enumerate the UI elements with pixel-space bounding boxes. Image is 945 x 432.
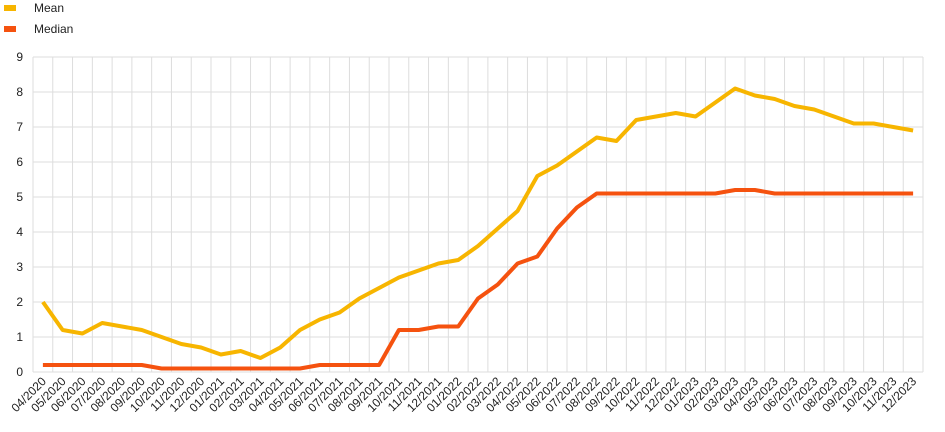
legend-swatch [4,26,16,32]
legend-label: Median [34,22,73,36]
y-tick-label: 3 [16,260,23,274]
series-line [42,188,914,371]
y-tick-label: 1 [16,330,23,344]
series-line [41,86,914,360]
y-tick-label: 4 [16,225,23,239]
legend-label: Mean [34,1,64,15]
y-tick-label: 8 [16,85,23,99]
y-tick-label: 5 [16,190,23,204]
y-tick-label: 9 [16,50,23,64]
y-tick-label: 0 [16,365,23,379]
y-tick-label: 2 [16,295,23,309]
legend-swatch [4,5,16,11]
y-tick-label: 6 [16,155,23,169]
y-tick-label: 7 [16,120,23,134]
